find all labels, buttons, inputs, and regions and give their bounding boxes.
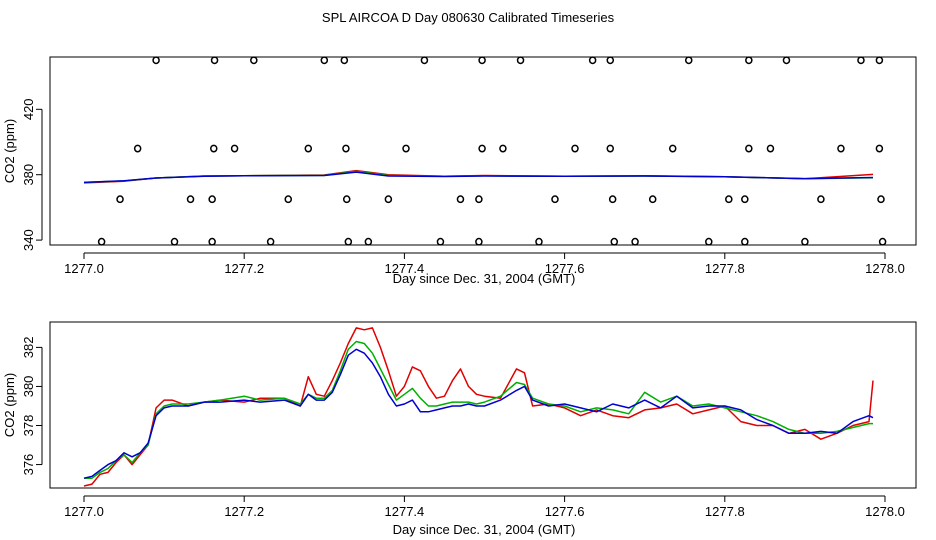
top-y-axis: 340 380 420 [21,98,43,251]
data-point [436,237,445,246]
data-point [344,237,353,246]
data-point [210,56,219,65]
top-x-tick-label: 1277.0 [64,261,104,276]
data-point [342,195,351,204]
data-point [342,144,350,153]
top-series [83,169,874,184]
bottom-y-axis: 376 378 380 382 [21,337,43,476]
data-point [745,56,753,65]
data-point [608,195,617,204]
data-point [741,195,749,204]
data-point [420,56,429,65]
bottom-panel: 1277.0 1277.2 1277.4 1277.6 1277.8 1278.0 376… [2,321,917,537]
data-point [725,195,733,204]
bottom-x-tick-label: 1277.4 [385,504,425,519]
data-point [230,144,239,153]
top-panel: 1277.0 1277.2 1277.4 1277.6 1277.8 1278.0 340… [2,56,917,286]
data-point [551,195,559,204]
data-point [133,144,142,153]
bottom-x-label: Day since Dec. 31, 2004 (GMT) [393,522,576,537]
top-x-label: Day since Dec. 31, 2004 (GMT) [393,271,576,286]
data-point [208,195,216,204]
bottom-x-tick-label: 1277.0 [64,504,104,519]
data-point [606,144,615,153]
data-point [817,195,825,204]
top-points [97,56,887,246]
data-point [648,195,657,204]
top-x-tick-label: 1277.2 [224,261,264,276]
bottom-series-red [83,327,874,487]
data-point [875,56,884,65]
bottom-plot-frame [49,321,917,489]
bottom-x-tick-label: 1277.8 [705,504,745,519]
data-point [320,56,329,65]
data-point [782,56,791,65]
chart-title: SPL AIRCOA D Day 080630 Calibrated Times… [322,10,615,25]
bottom-y-label: CO2 (ppm) [2,373,17,437]
top-x-tick-label: 1277.6 [545,261,585,276]
data-point [745,144,753,153]
top-y-tick-label: 420 [21,98,36,120]
bottom-series-blue [83,348,874,479]
data-point [250,56,258,65]
data-point [186,195,195,204]
bottom-y-tick-label: 376 [21,454,36,476]
bottom-series-green [84,340,873,479]
data-point [685,56,693,65]
top-x-tick-label: 1278.0 [865,261,905,276]
bottom-x-tick-label: 1278.0 [865,504,905,519]
data-point [499,144,507,153]
bottom-x-axis: 1277.0 1277.2 1277.4 1277.6 1277.8 1278.0 [64,495,905,519]
bottom-x-tick-label: 1277.2 [224,504,264,519]
data-point [631,237,639,246]
top-x-axis: 1277.0 1277.2 1277.4 1277.6 1277.8 1278.0 [64,252,905,276]
data-point [364,237,373,246]
data-point [456,195,465,204]
data-point [478,56,486,65]
data-point [475,237,483,246]
top-x-tick-label: 1277.4 [385,261,425,276]
data-point [857,56,865,65]
data-point [837,144,845,153]
data-point [741,237,749,246]
top-series-blue [83,171,874,184]
data-point [705,237,713,246]
data-point [402,144,410,153]
top-y-label: CO2 (ppm) [2,119,17,183]
data-point [875,144,884,153]
data-point [266,237,275,246]
data-point [766,144,775,153]
bottom-y-tick-label: 378 [21,415,36,437]
data-point [571,144,579,153]
data-point [878,237,887,246]
data-point [384,195,393,204]
data-point [606,56,615,65]
top-y-tick-label: 380 [21,164,36,186]
data-point [152,56,160,65]
bottom-x-tick-label: 1277.6 [545,504,585,519]
data-point [478,144,486,153]
data-point [284,195,293,204]
bottom-y-tick-label: 382 [21,337,36,359]
bottom-series [83,327,874,487]
top-y-tick-label: 340 [21,229,36,251]
data-point [170,237,179,246]
data-point [208,237,216,246]
data-point [516,56,525,65]
data-point [304,144,313,153]
data-point [801,237,809,246]
data-point [535,237,543,246]
data-point [475,195,483,204]
data-point [668,144,677,153]
data-point [588,56,597,65]
bottom-y-tick-label: 380 [21,376,36,398]
data-point [340,56,349,65]
data-point [210,144,218,153]
data-point [877,195,885,204]
data-point [610,237,619,246]
top-x-tick-label: 1277.8 [705,261,745,276]
data-point [116,195,124,204]
data-point [97,237,106,246]
